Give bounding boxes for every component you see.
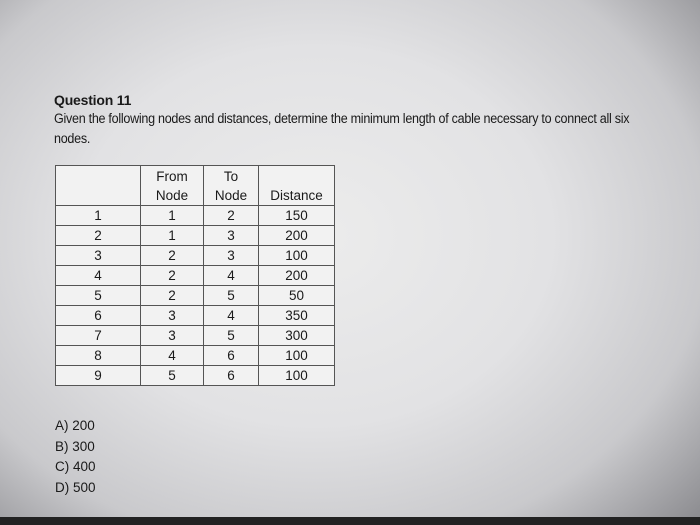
table-cell: 3 <box>55 245 141 266</box>
table-cell: 150 <box>258 205 335 226</box>
column-header: To Node <box>203 165 259 206</box>
table-row: 2 1 3 200 <box>55 225 335 246</box>
table-cell: 4 <box>203 305 259 326</box>
table-row: 9 5 6 100 <box>55 365 335 386</box>
table-cell: 2 <box>55 225 141 246</box>
screen-bezel <box>0 517 700 525</box>
table-cell: 100 <box>258 365 335 386</box>
answer-option: A) 200 <box>55 418 95 433</box>
question-title: Question 11 <box>54 92 132 108</box>
table-row: 5 2 5 50 <box>55 285 335 306</box>
column-header: Distance <box>258 165 335 206</box>
table-row: 4 2 4 200 <box>55 265 335 286</box>
table-cell: 6 <box>203 365 259 386</box>
table-cell: 4 <box>203 265 259 286</box>
table-cell: 3 <box>203 245 259 266</box>
question-text: Given the following nodes and distances,… <box>54 111 630 146</box>
table-cell: 1 <box>140 205 204 226</box>
table-row: 7 3 5 300 <box>55 325 335 346</box>
distance-table: From Node To Node Distance 1 1 2 150 2 1 3 200 3 2 3… <box>55 165 335 386</box>
table-cell: 9 <box>55 365 141 386</box>
table-cell: 1 <box>140 225 204 246</box>
answer-option: C) 400 <box>55 459 96 474</box>
table-cell: 2 <box>140 265 204 286</box>
table-cell: 2 <box>140 285 204 306</box>
table-cell: 5 <box>55 285 141 306</box>
answer-options: A) 200 B) 300 C) 400 D) 500 <box>55 416 96 498</box>
table-cell: 5 <box>140 365 204 386</box>
table-row: 1 1 2 150 <box>55 205 335 226</box>
table-cell: 3 <box>203 225 259 246</box>
table-cell: 3 <box>140 305 204 326</box>
table-cell: 6 <box>55 305 141 326</box>
table-cell: 1 <box>55 205 141 226</box>
column-header <box>55 165 141 206</box>
table-cell: 200 <box>258 265 335 286</box>
table-cell: 8 <box>55 345 141 366</box>
table-cell: 4 <box>140 345 204 366</box>
table-cell: 7 <box>55 325 141 346</box>
answer-option: B) 300 <box>55 438 95 454</box>
table-cell: 6 <box>203 345 259 366</box>
table-cell: 350 <box>258 305 335 326</box>
column-header: From Node <box>140 165 204 206</box>
table-cell: 100 <box>258 245 335 266</box>
table-cell: 4 <box>55 265 141 286</box>
table-row: 8 4 6 100 <box>55 345 335 366</box>
table-header-row: From Node To Node Distance <box>55 165 335 206</box>
table-cell: 3 <box>140 325 204 346</box>
answer-option: D) 500 <box>55 479 96 495</box>
table-cell: 5 <box>203 285 259 306</box>
table-cell: 2 <box>140 245 204 266</box>
table-cell: 300 <box>258 325 335 346</box>
table-cell: 5 <box>203 325 259 346</box>
table-row: 6 3 4 350 <box>55 305 335 326</box>
table-cell: 50 <box>258 285 335 306</box>
table-cell: 2 <box>203 205 259 226</box>
table-cell: 100 <box>258 345 335 366</box>
table-cell: 200 <box>258 225 335 246</box>
table-row: 3 2 3 100 <box>55 245 335 266</box>
